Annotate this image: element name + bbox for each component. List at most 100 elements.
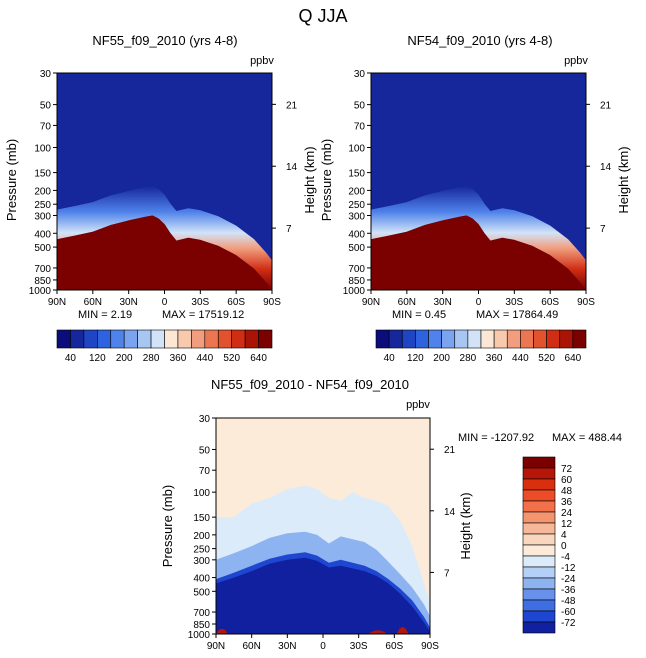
colorbar-swatch [533, 329, 547, 349]
x-tick-label: 90N [362, 297, 380, 308]
max-label: MAX = 488.44 [552, 432, 622, 444]
contour-level-neg72 [216, 557, 430, 634]
colorbar-label: 520 [538, 353, 555, 364]
colorbar-swatch [454, 329, 469, 349]
tropopause-band [371, 185, 586, 290]
colorbar-swatch [83, 329, 98, 349]
colorbar-swatch [522, 467, 556, 480]
colorbar-swatch [522, 489, 556, 502]
colorbar-swatch [522, 577, 556, 590]
colorbar-label: 200 [116, 353, 133, 364]
y-tick-label: 70 [354, 121, 366, 132]
colorbar-swatch [123, 329, 138, 349]
y-tick-label: 200 [34, 186, 51, 197]
x-tick-label: 60S [541, 297, 559, 308]
colorbar-swatch [70, 329, 85, 349]
y-tick-label: 300 [34, 211, 51, 222]
x-tick-label: 30N [278, 641, 296, 652]
colorbar-label: -48 [561, 596, 576, 607]
positive-anomaly [216, 628, 228, 634]
x-tick-label: 60N [398, 297, 416, 308]
y-tick-label: 500 [193, 587, 210, 598]
y-tick-label: 150 [193, 513, 210, 524]
units-label: ppbv [250, 55, 274, 67]
y-tick-label: 200 [193, 531, 210, 542]
y-tick-label: 100 [193, 488, 210, 499]
x-tick-label: 90S [263, 297, 281, 308]
colorbar-label: 24 [561, 508, 573, 519]
colorbar-label: -24 [561, 574, 576, 585]
y-tick-label: 70 [199, 466, 211, 477]
colorbar-swatch [441, 329, 456, 349]
panel-difference: NF55_f09_2010 - NF54_f09_2010 ppbv 30 50 7… [160, 377, 622, 652]
colorbar-swatch [217, 329, 232, 349]
colorbar-swatch [522, 610, 556, 623]
colorbar-label: 40 [65, 353, 77, 364]
colorbar-swatch [110, 329, 125, 349]
tropospheric-fill [371, 215, 586, 290]
y-tick-label: 30 [199, 414, 211, 425]
x-tick-label: 90N [207, 641, 225, 652]
colorbar-swatch [375, 329, 390, 349]
height-tick-label: 14 [444, 507, 456, 518]
y-tick-label: 50 [40, 101, 52, 112]
colorbar-swatch [522, 588, 556, 601]
colorbar-label: 120 [89, 353, 106, 364]
y-tick-label: 250 [348, 200, 365, 211]
height-tick-label: 21 [286, 100, 298, 111]
tropospheric-fill [57, 215, 272, 290]
x-tick-label: 60N [242, 641, 260, 652]
colorbar-swatch [572, 329, 587, 349]
panel-nf54: NF54_f09_2010 (yrs 4-8) ppbv 30507010015… [319, 33, 631, 364]
colorbar-swatch [493, 329, 508, 349]
units-label: ppbv [406, 399, 430, 411]
y-tick-label: 850 [193, 620, 210, 631]
y-tick-label: 300 [348, 211, 365, 222]
colorbar-label: -60 [561, 607, 576, 618]
y-tick-label: 400 [193, 574, 210, 585]
colorbar-swatch [137, 329, 152, 349]
panel-nf55: NF55_f09_2010 (yrs 4-8) ppbv 30507010015… [4, 33, 317, 364]
colorbar-swatch [150, 329, 165, 349]
y-tick-label: 1000 [188, 630, 211, 641]
min-label: MIN = 2.19 [78, 309, 132, 321]
colorbar-swatch [191, 329, 206, 349]
panel-title: NF55_f09_2010 (yrs 4-8) [92, 33, 237, 48]
colorbar-swatch [506, 329, 521, 349]
y-tick-label: 400 [348, 229, 365, 240]
x-tick-label: 90N [48, 297, 66, 308]
max-label: MAX = 17864.49 [476, 309, 558, 321]
colorbar-label: 200 [433, 353, 450, 364]
colorbar-swatch [520, 329, 534, 349]
y-tick-label: 250 [193, 545, 210, 556]
y-tick-label: 500 [348, 243, 365, 254]
colorbar-swatch [177, 329, 192, 349]
y-axis-label: Pressure (mb) [319, 139, 334, 221]
y-tick-label: 700 [193, 608, 210, 619]
colorbar-label: 640 [565, 353, 582, 364]
colorbar-label: 40 [384, 353, 396, 364]
max-label: MAX = 17519.12 [162, 309, 244, 321]
colorbar-swatch [546, 329, 561, 349]
x-tick-label: 30S [505, 297, 523, 308]
y-tick-label: 50 [199, 445, 211, 456]
height-tick-label: 21 [600, 100, 612, 111]
x-tick-label: 30S [350, 641, 368, 652]
right-axis-label: Height (km) [302, 146, 317, 213]
y-tick-label: 100 [34, 144, 51, 155]
colorbar-swatch [522, 500, 556, 513]
colorbar-swatch [56, 329, 71, 349]
colorbar-label: 12 [561, 519, 573, 530]
colorbar-swatch [415, 329, 429, 349]
x-tick-label: 30N [119, 297, 137, 308]
colorbar-swatch [522, 544, 556, 557]
x-tick-label: 90S [421, 641, 439, 652]
x-tick-label: 30S [191, 297, 209, 308]
colorbar-swatch [522, 511, 556, 524]
colorbar: 40 120 200 280 360 440 520 640 [375, 329, 587, 364]
colorbar: 40 120 200 280 360 440 520 640 [56, 329, 273, 364]
